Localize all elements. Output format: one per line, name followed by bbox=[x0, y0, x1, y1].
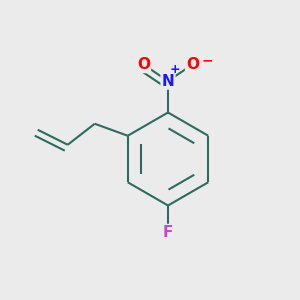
Text: F: F bbox=[163, 225, 173, 240]
Text: O: O bbox=[186, 57, 199, 72]
Text: −: − bbox=[201, 53, 213, 67]
Text: N: N bbox=[162, 74, 174, 88]
Text: O: O bbox=[137, 57, 150, 72]
Text: +: + bbox=[169, 63, 180, 76]
